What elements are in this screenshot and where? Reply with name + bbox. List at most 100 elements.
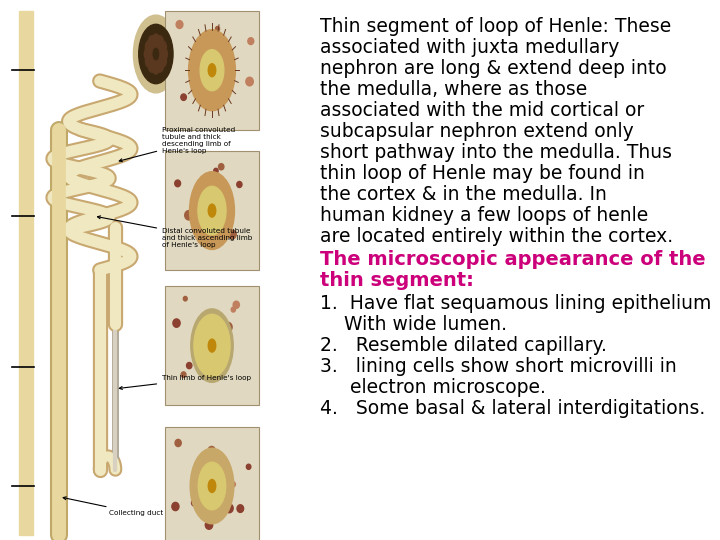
Ellipse shape xyxy=(185,211,193,220)
Ellipse shape xyxy=(175,440,181,447)
Circle shape xyxy=(191,309,233,382)
Ellipse shape xyxy=(201,453,207,460)
Ellipse shape xyxy=(237,505,243,512)
Ellipse shape xyxy=(231,307,235,312)
Circle shape xyxy=(148,36,156,49)
Ellipse shape xyxy=(220,78,228,88)
Circle shape xyxy=(152,34,160,47)
Ellipse shape xyxy=(216,483,221,489)
Ellipse shape xyxy=(205,521,212,529)
Ellipse shape xyxy=(172,502,179,511)
FancyBboxPatch shape xyxy=(165,427,258,540)
Text: thin segment:: thin segment: xyxy=(320,271,474,290)
Circle shape xyxy=(159,54,166,68)
Text: human kidney a few loops of henle: human kidney a few loops of henle xyxy=(320,206,649,225)
Ellipse shape xyxy=(215,26,220,31)
Ellipse shape xyxy=(224,322,232,332)
Text: the medulla, where as those: the medulla, where as those xyxy=(320,80,588,99)
Ellipse shape xyxy=(197,340,201,344)
Ellipse shape xyxy=(186,362,192,369)
Ellipse shape xyxy=(214,168,218,173)
Text: are located entirely within the cortex.: are located entirely within the cortex. xyxy=(320,227,673,246)
Circle shape xyxy=(194,314,230,377)
Ellipse shape xyxy=(197,322,202,328)
Text: thin loop of Henle may be found in: thin loop of Henle may be found in xyxy=(320,164,645,183)
Text: Thin limb of Henle's loop: Thin limb of Henle's loop xyxy=(120,375,251,389)
Text: Thin segment of loop of Henle: These: Thin segment of loop of Henle: These xyxy=(320,17,672,36)
Ellipse shape xyxy=(226,328,230,333)
FancyBboxPatch shape xyxy=(165,11,258,130)
Circle shape xyxy=(160,48,168,60)
Ellipse shape xyxy=(173,319,180,327)
Bar xyxy=(19,11,32,535)
Circle shape xyxy=(145,54,153,67)
Circle shape xyxy=(189,30,235,111)
Circle shape xyxy=(156,36,163,49)
Ellipse shape xyxy=(237,181,242,187)
Text: The microscopic appearance of the: The microscopic appearance of the xyxy=(320,250,706,269)
Circle shape xyxy=(208,204,216,217)
Text: short pathway into the medulla. Thus: short pathway into the medulla. Thus xyxy=(320,143,672,162)
Ellipse shape xyxy=(231,482,235,487)
Circle shape xyxy=(144,48,152,60)
Ellipse shape xyxy=(184,296,187,301)
Text: Proximal convoluted
tubule and thick
descending limb of
Henle's loop: Proximal convoluted tubule and thick des… xyxy=(120,127,235,161)
Ellipse shape xyxy=(220,78,225,84)
Ellipse shape xyxy=(246,464,251,469)
Ellipse shape xyxy=(194,231,199,236)
Ellipse shape xyxy=(246,77,253,86)
FancyBboxPatch shape xyxy=(165,286,258,405)
Ellipse shape xyxy=(181,372,186,377)
Circle shape xyxy=(145,40,153,54)
Text: Collecting duct: Collecting duct xyxy=(63,497,163,516)
Ellipse shape xyxy=(208,447,215,455)
Ellipse shape xyxy=(212,45,219,53)
Ellipse shape xyxy=(200,190,207,198)
Circle shape xyxy=(190,448,234,524)
Ellipse shape xyxy=(198,211,205,219)
Ellipse shape xyxy=(176,21,183,29)
Text: Distal convoluted tubule
and thick ascending limb
of Henle's loop: Distal convoluted tubule and thick ascen… xyxy=(97,216,253,248)
Circle shape xyxy=(148,59,156,72)
Ellipse shape xyxy=(248,38,253,44)
Ellipse shape xyxy=(210,314,217,323)
Circle shape xyxy=(152,61,160,74)
Circle shape xyxy=(208,339,216,352)
Ellipse shape xyxy=(181,94,186,100)
Text: 3.   lining cells show short microvilli in: 3. lining cells show short microvilli in xyxy=(320,357,677,376)
Circle shape xyxy=(198,186,226,235)
Ellipse shape xyxy=(175,180,181,187)
Circle shape xyxy=(189,172,235,249)
Ellipse shape xyxy=(222,501,228,508)
Circle shape xyxy=(156,59,163,72)
Circle shape xyxy=(208,64,216,77)
Circle shape xyxy=(133,15,179,93)
Circle shape xyxy=(159,40,166,54)
Text: subcapsular nephron extend only: subcapsular nephron extend only xyxy=(320,122,634,141)
Circle shape xyxy=(139,24,173,84)
Circle shape xyxy=(200,50,224,91)
Circle shape xyxy=(208,480,216,492)
Circle shape xyxy=(198,462,225,510)
Ellipse shape xyxy=(207,62,210,66)
Ellipse shape xyxy=(228,230,236,239)
Ellipse shape xyxy=(219,164,224,170)
FancyBboxPatch shape xyxy=(165,151,258,270)
Ellipse shape xyxy=(195,339,199,345)
Ellipse shape xyxy=(211,76,216,82)
Text: 2.   Resemble dilated capillary.: 2. Resemble dilated capillary. xyxy=(320,336,607,355)
Ellipse shape xyxy=(224,80,230,87)
Text: With wide lumen.: With wide lumen. xyxy=(320,315,507,334)
Ellipse shape xyxy=(191,212,197,218)
Text: associated with the mid cortical or: associated with the mid cortical or xyxy=(320,101,644,120)
Text: electron microscope.: electron microscope. xyxy=(320,378,546,397)
Ellipse shape xyxy=(225,504,233,513)
Ellipse shape xyxy=(233,301,239,308)
Ellipse shape xyxy=(192,500,197,506)
Text: nephron are long & extend deep into: nephron are long & extend deep into xyxy=(320,59,667,78)
Ellipse shape xyxy=(198,238,202,243)
Text: 1.  Have flat sequamous lining epithelium: 1. Have flat sequamous lining epithelium xyxy=(320,294,711,313)
Ellipse shape xyxy=(227,59,233,66)
Text: associated with juxta medullary: associated with juxta medullary xyxy=(320,38,619,57)
Text: the cortex & in the medulla. In: the cortex & in the medulla. In xyxy=(320,185,607,204)
